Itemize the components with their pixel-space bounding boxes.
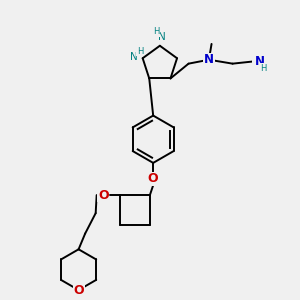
Text: H: H [153, 27, 159, 36]
Text: O: O [98, 189, 109, 202]
Text: H: H [260, 64, 266, 73]
Text: N: N [158, 32, 165, 41]
Text: N: N [204, 53, 214, 66]
Text: H: H [137, 46, 143, 56]
Text: N: N [130, 52, 137, 61]
Text: O: O [73, 284, 84, 297]
Text: N: N [255, 55, 265, 68]
Text: O: O [148, 172, 158, 185]
